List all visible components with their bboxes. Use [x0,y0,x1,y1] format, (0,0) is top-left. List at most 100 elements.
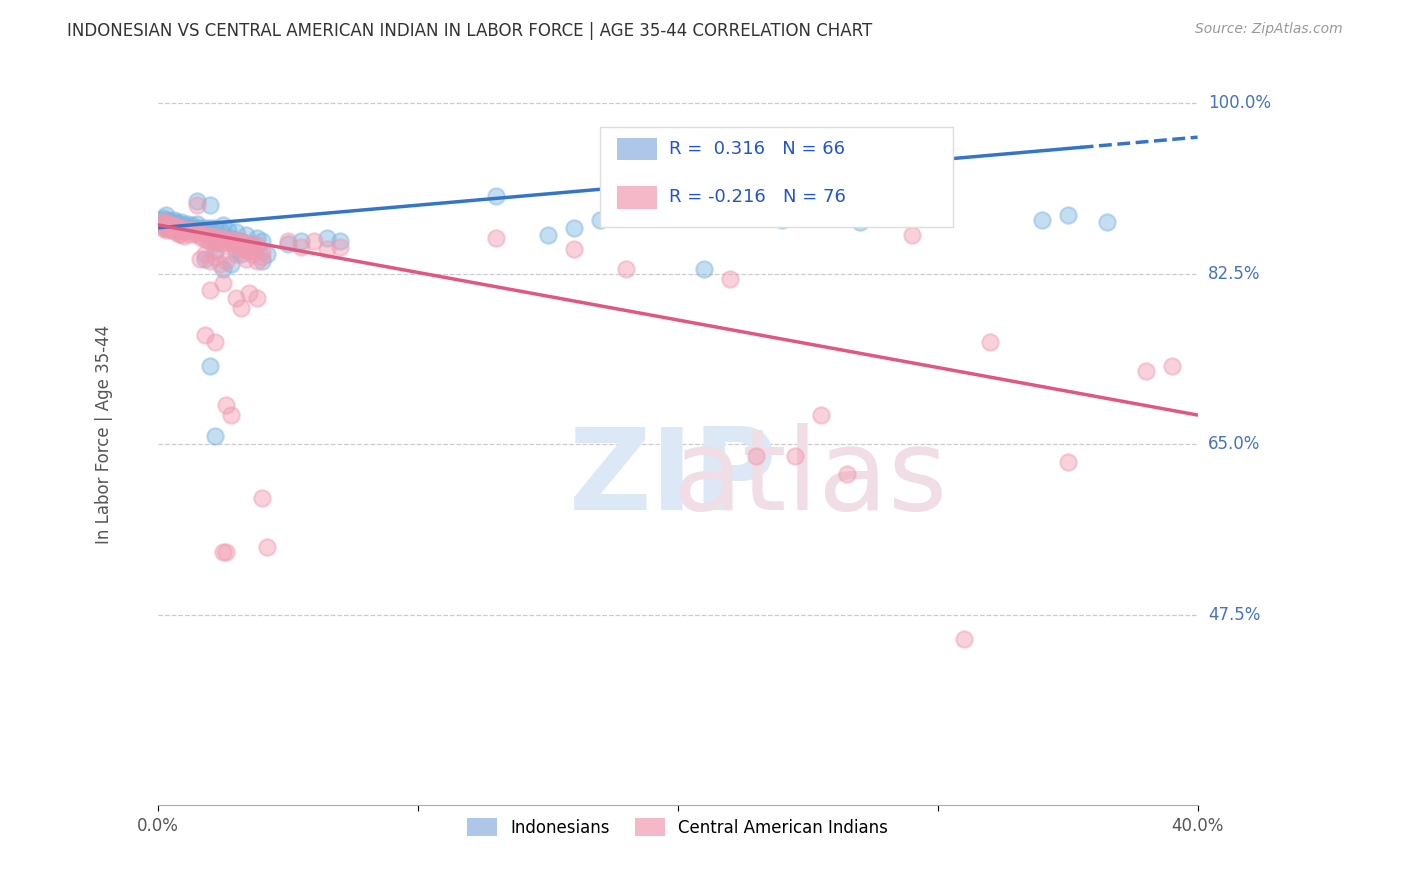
Legend: Indonesians, Central American Indians: Indonesians, Central American Indians [458,810,897,845]
Point [231,235,253,249]
Point [231,235,253,249]
Point [186,225,208,239]
Point [316,242,339,256]
Point [186,217,208,231]
Point [152,211,174,226]
Point [188,252,211,266]
Point [198,235,221,249]
Point [194,247,217,261]
Point [212,544,235,558]
Text: 47.5%: 47.5% [1208,606,1260,624]
Point [277,235,299,249]
Text: INDONESIAN VS CENTRAL AMERICAN INDIAN IN LABOR FORCE | AGE 35-44 CORRELATION CHA: INDONESIAN VS CENTRAL AMERICAN INDIAN IN… [67,22,873,40]
Point [191,230,214,244]
Point [238,286,260,301]
Point [194,220,217,235]
Point [198,283,221,297]
Point [173,228,195,243]
Point [173,223,195,237]
Point [243,244,266,259]
Point [198,254,221,268]
Point [191,223,214,237]
Point [207,230,229,244]
Point [232,242,254,256]
Point [149,213,172,227]
Point [209,257,232,271]
Point [235,227,257,242]
Point [238,244,260,259]
Point [204,236,226,251]
Text: R =  0.316   N = 66: R = 0.316 N = 66 [669,139,845,158]
Point [157,213,180,227]
Point [186,198,208,212]
Text: 0.0%: 0.0% [136,817,179,835]
Point [212,277,235,291]
Point [214,398,236,412]
Point [900,174,922,188]
Point [162,219,184,233]
Point [783,449,806,463]
Point [176,217,198,231]
Point [256,540,278,554]
Text: atlas: atlas [672,424,948,534]
Point [250,491,273,505]
Point [835,467,858,481]
Point [848,215,870,229]
Point [173,223,195,237]
Point [212,230,235,244]
Point [198,198,221,212]
Point [302,235,325,249]
Point [329,235,352,249]
Point [165,215,187,229]
Text: Source: ZipAtlas.com: Source: ZipAtlas.com [1195,22,1343,37]
Point [170,220,193,235]
Text: 82.5%: 82.5% [1208,265,1261,283]
Text: 40.0%: 40.0% [1171,817,1223,835]
Point [165,219,187,233]
Point [952,632,974,647]
Point [217,236,239,251]
Point [219,408,242,422]
Point [162,223,184,237]
Point [160,215,183,229]
Point [167,220,190,235]
Point [316,230,339,244]
Point [614,261,637,276]
Point [810,408,832,422]
Point [209,223,232,237]
Point [194,328,217,343]
Text: R = -0.216   N = 76: R = -0.216 N = 76 [669,187,846,206]
Point [240,247,263,261]
Point [155,215,177,229]
Point [204,233,226,247]
Point [155,220,177,235]
Point [188,228,211,243]
Point [225,235,247,249]
Point [250,254,273,268]
Point [240,237,263,252]
Point [562,220,585,235]
Point [204,429,226,443]
Point [160,218,183,232]
Point [770,213,793,227]
Point [183,220,205,235]
Point [155,215,177,229]
Point [195,233,218,247]
Point [157,220,180,235]
FancyBboxPatch shape [617,138,657,161]
Point [180,218,202,232]
Point [1160,359,1182,374]
Point [214,254,236,268]
Point [176,223,198,237]
Point [225,247,247,261]
Point [183,227,205,241]
Point [250,250,273,264]
Point [214,230,236,244]
Point [212,218,235,232]
Point [1031,213,1053,227]
Point [979,334,1001,349]
Point [1056,455,1078,469]
Point [485,188,508,202]
Point [188,220,211,235]
Point [290,235,312,249]
